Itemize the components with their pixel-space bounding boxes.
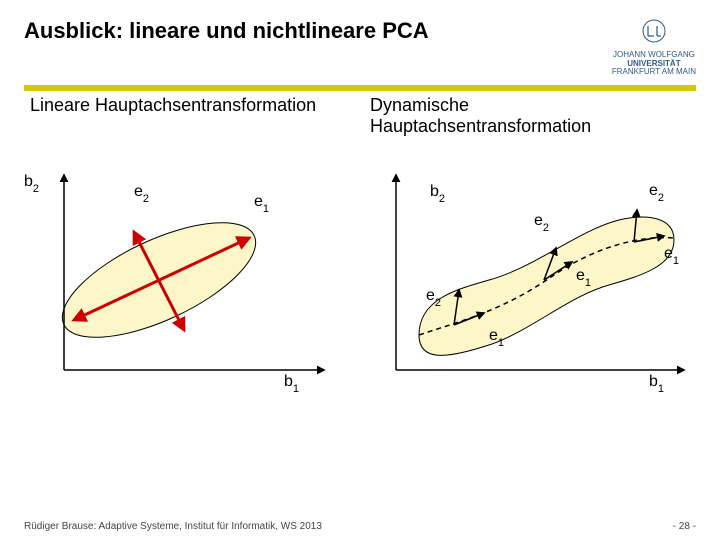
footer-right: - 28 - <box>673 521 696 532</box>
left-heading: Lineare Hauptachsentransformation <box>30 95 330 116</box>
svg-text:e2: e2 <box>534 212 549 234</box>
svg-text:b2: b2 <box>430 183 445 205</box>
diagram-area: b2b1e2e1e1e2e1e2e1e2b2b1 <box>24 170 696 430</box>
logo-line4: FRANKFURT AM MAIN <box>612 68 696 77</box>
slide-title: Ausblick: lineare und nichtlineare PCA <box>24 18 429 44</box>
right-heading: Dynamische Hauptachsentransformation <box>370 95 690 137</box>
svg-text:e2: e2 <box>134 183 149 205</box>
svg-text:e1: e1 <box>664 245 679 267</box>
svg-text:b2: b2 <box>24 173 39 195</box>
svg-text:e2: e2 <box>649 182 664 204</box>
footer: Rüdiger Brause: Adaptive Systeme, Instit… <box>0 521 720 532</box>
footer-left: Rüdiger Brause: Adaptive Systeme, Instit… <box>24 521 322 532</box>
svg-text:b1: b1 <box>284 373 299 395</box>
pca-diagram: b2b1e2e1e1e2e1e2e1e2b2b1 <box>24 170 696 430</box>
svg-text:e1: e1 <box>254 193 269 215</box>
goethe-logo-icon <box>637 18 671 48</box>
svg-text:b1: b1 <box>649 373 664 395</box>
title-bar: Ausblick: lineare und nichtlineare PCA J… <box>0 0 720 83</box>
university-logo: JOHANN WOLFGANG UNIVERSITÄT FRANKFURT AM… <box>612 18 696 77</box>
title-divider <box>24 85 696 91</box>
